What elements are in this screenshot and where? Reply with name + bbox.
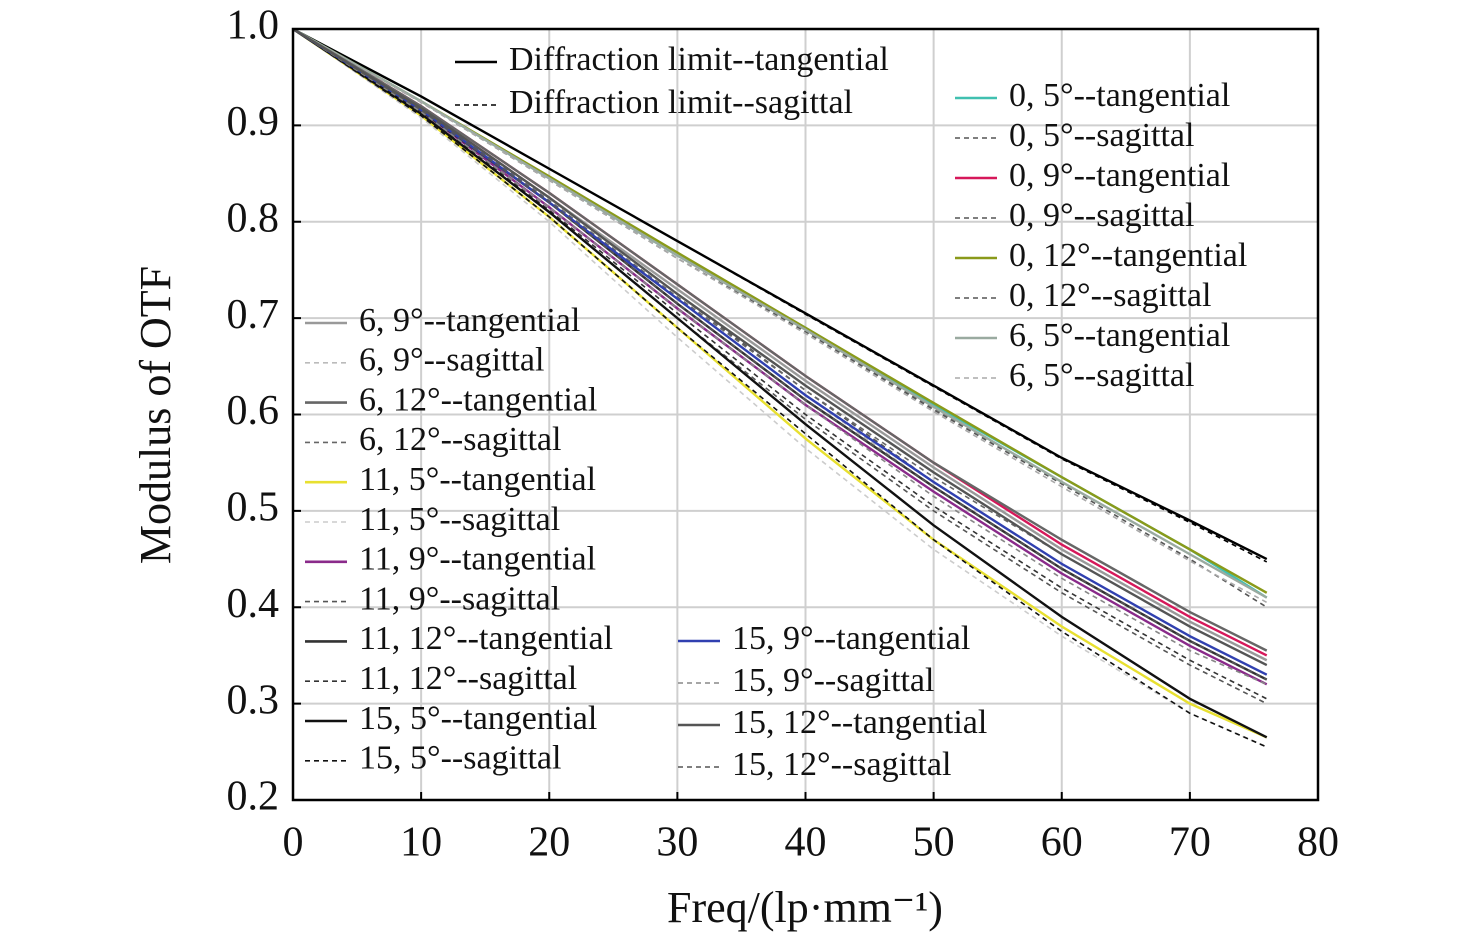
legend-label: 11, 12°--sagittal — [359, 660, 577, 697]
series-line — [292, 27, 1268, 676]
legend-label: 15, 9°--tangential — [732, 620, 970, 657]
x-axis-label: Freq/(lp·mm⁻¹) — [667, 883, 943, 932]
legend-label: 6, 12°--sagittal — [359, 421, 561, 458]
y-tick-label: 0.2 — [227, 774, 280, 820]
legend-label: 11, 9°--sagittal — [359, 580, 560, 617]
y-tick-label: 0.9 — [227, 99, 280, 145]
legend-label: 0, 5°--sagittal — [1009, 117, 1194, 154]
series-line — [292, 27, 1268, 599]
legend-label: 11, 5°--tangential — [359, 461, 596, 498]
series-line — [292, 28, 1268, 748]
legend-label: Diffraction limit--tangential — [509, 41, 889, 78]
y-tick-label: 0.6 — [227, 388, 280, 434]
y-tick-label: 0.5 — [227, 485, 280, 531]
series-line — [292, 28, 1268, 700]
legend-label: 15, 9°--sagittal — [732, 662, 934, 699]
legend-label: 11, 12°--tangential — [359, 620, 613, 657]
y-tick-label: 0.8 — [227, 195, 280, 241]
x-tick-label: 0 — [283, 820, 304, 866]
plot-frame — [291, 27, 1320, 802]
legend-label: 6, 9°--tangential — [359, 302, 580, 339]
x-tick-label: 60 — [1041, 820, 1083, 866]
x-tick-label: 30 — [656, 820, 698, 866]
legend-label: 6, 5°--sagittal — [1009, 357, 1194, 394]
series-line — [292, 28, 1268, 604]
y-tick-label: 0.3 — [227, 677, 280, 723]
series-line — [292, 28, 1268, 563]
legend-label: 6, 12°--tangential — [359, 381, 597, 418]
series-line — [292, 27, 1268, 667]
legend-label: 0, 12°--sagittal — [1009, 277, 1211, 314]
legend-label: 0, 12°--tangential — [1009, 237, 1247, 274]
legend-label: Diffraction limit--sagittal — [509, 84, 853, 121]
legend-label: 0, 9°--tangential — [1009, 157, 1230, 194]
legend-label: 6, 5°--tangential — [1009, 317, 1230, 354]
x-tick-label: 20 — [528, 820, 570, 866]
x-tick-label: 10 — [400, 820, 442, 866]
legend-label: 0, 9°--sagittal — [1009, 197, 1194, 234]
legend-label: 11, 9°--tangential — [359, 541, 596, 578]
y-axis-label: Modulus of OTF — [131, 266, 180, 564]
series-line — [292, 28, 1268, 608]
y-tick-label: 0.4 — [227, 581, 280, 627]
legend-label: 6, 9°--sagittal — [359, 342, 544, 379]
x-tick-label: 80 — [1297, 820, 1339, 866]
x-tick-label: 40 — [785, 820, 827, 866]
x-tick-label: 50 — [913, 820, 955, 866]
legend-label: 15, 5°--sagittal — [359, 740, 561, 777]
legend-label: 11, 5°--sagittal — [359, 501, 560, 538]
series-line — [292, 28, 1268, 748]
series-line — [292, 28, 1268, 681]
y-tick-label: 1.0 — [227, 3, 280, 49]
legend-label: 15, 12°--sagittal — [732, 746, 951, 783]
x-tick-label: 70 — [1169, 820, 1211, 866]
legend-label: 0, 5°--tangential — [1009, 77, 1230, 114]
series-line — [292, 27, 1268, 739]
legend-label: 15, 12°--tangential — [732, 704, 987, 741]
legend-label: 15, 5°--tangential — [359, 700, 597, 737]
y-tick-label: 0.7 — [227, 292, 280, 338]
series-line — [292, 27, 1268, 686]
series-line — [292, 27, 1268, 652]
